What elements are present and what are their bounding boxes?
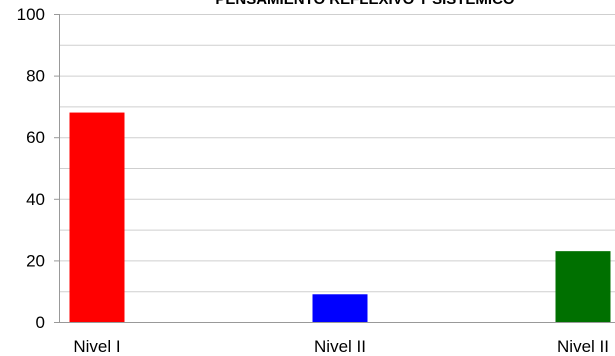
y-tick-label: 40 [26, 190, 45, 209]
y-tick-label: 0 [36, 313, 45, 332]
gridlines [59, 14, 615, 293]
bar [69, 112, 125, 322]
axes [54, 14, 615, 323]
y-tick-label: 20 [26, 251, 45, 270]
x-tick-label: Nivel I [73, 337, 120, 356]
y-tick-label: 80 [26, 67, 45, 86]
x-tick-label: Nivel II [314, 337, 366, 356]
bar [555, 251, 611, 322]
bar [312, 294, 368, 322]
y-tick-label: 100 [17, 5, 45, 24]
y-tick-label: 60 [26, 128, 45, 147]
bars [69, 112, 611, 322]
labels: 0 20 40 60 80 100 Nivel I Nivel II Nivel II [17, 5, 609, 356]
x-tick-label: Nivel II [557, 337, 609, 356]
chart-title: PENSAMIENTO REFLEXIVO Y SISTÉMICO [215, 0, 515, 8]
